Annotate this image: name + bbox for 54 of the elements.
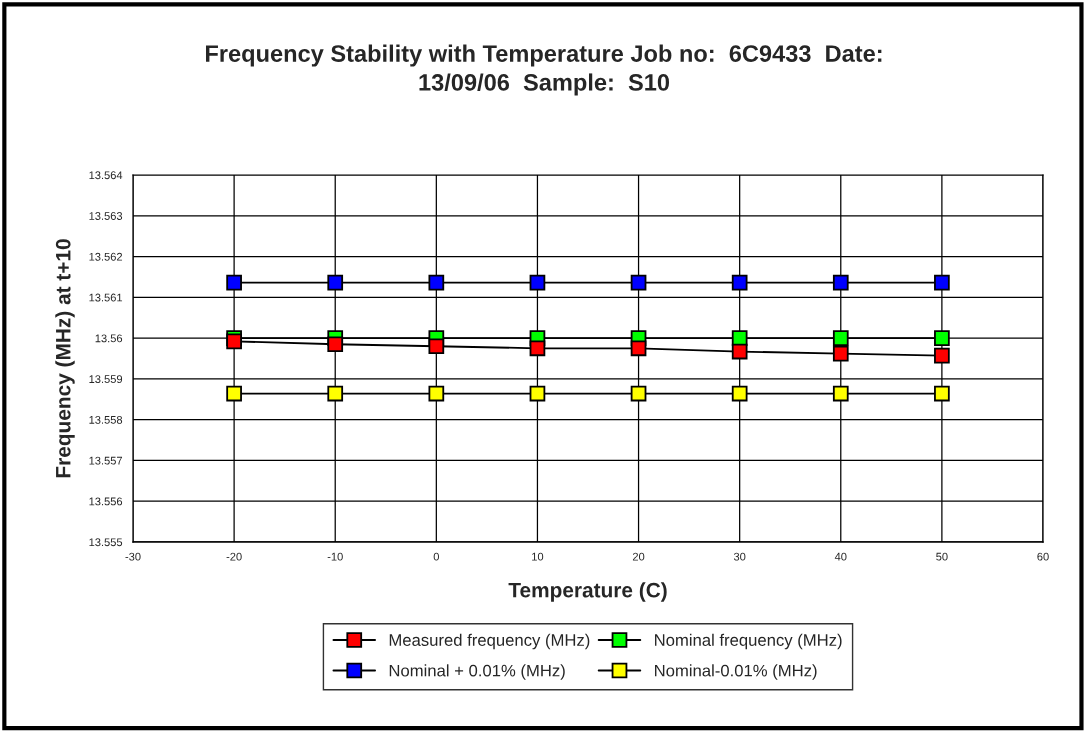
point	[428, 385, 445, 402]
y-tick-label: 13.556	[89, 497, 123, 506]
point	[832, 385, 849, 402]
point	[630, 274, 647, 291]
x-tick-label: 10	[532, 552, 544, 561]
y-tick-label: 13.56	[95, 334, 123, 343]
point	[934, 385, 950, 402]
point	[226, 333, 242, 350]
x-tick-label: 60	[1037, 552, 1049, 561]
point	[529, 274, 546, 291]
x-tick-label: 50	[936, 552, 948, 561]
legend-label: Nominal frequency (MHz)	[655, 633, 842, 650]
y-tick-label: 13.557	[89, 456, 123, 465]
y-tick-label: 13.562	[89, 252, 123, 261]
y-tick-label: 13.561	[89, 293, 123, 302]
point	[832, 330, 849, 346]
x-tick-label: -30	[125, 552, 141, 561]
point	[630, 340, 647, 357]
y-tick-label: 13.558	[89, 415, 123, 424]
point	[529, 385, 546, 402]
point	[832, 345, 849, 362]
point	[630, 385, 647, 402]
y-tick-label: 13.555	[89, 538, 123, 547]
x-tick-label: 40	[834, 552, 847, 561]
x-tick-label: -20	[226, 552, 242, 561]
y-axis-title: Frequency (MHz) at t+10	[55, 239, 75, 478]
point	[428, 338, 445, 355]
y-tick-label: 13.564	[89, 171, 123, 180]
point	[529, 340, 546, 357]
point	[731, 343, 748, 360]
y-tick-label: 13.563	[89, 212, 123, 220]
point	[832, 274, 849, 291]
point	[934, 330, 950, 346]
point	[731, 385, 748, 402]
y-tick-label: 13.559	[89, 375, 123, 384]
legend-label: Measured frequency (MHz)	[389, 633, 590, 650]
point	[934, 347, 950, 364]
chart-title: Frequency Stability with Temperature Job no: 6C9433 Date: 13/09/06 Sample: S10	[206, 44, 882, 96]
x-tick-label: 20	[632, 552, 645, 561]
point	[934, 274, 950, 291]
point	[731, 274, 748, 291]
x-tick-label: 30	[733, 552, 746, 561]
x-tick-label: -10	[327, 552, 343, 561]
point	[226, 385, 242, 402]
x-tick-label: 0	[433, 552, 439, 561]
point	[428, 274, 445, 291]
legend-label: Nominal-0.01% (MHz)	[655, 664, 817, 680]
point	[226, 274, 242, 291]
legend-label: Nominal + 0.01% (MHz)	[389, 664, 565, 680]
point	[327, 274, 344, 291]
point	[731, 330, 748, 346]
x-axis-title: Temperature (C)	[508, 582, 667, 602]
point	[327, 336, 344, 353]
point	[327, 385, 344, 402]
